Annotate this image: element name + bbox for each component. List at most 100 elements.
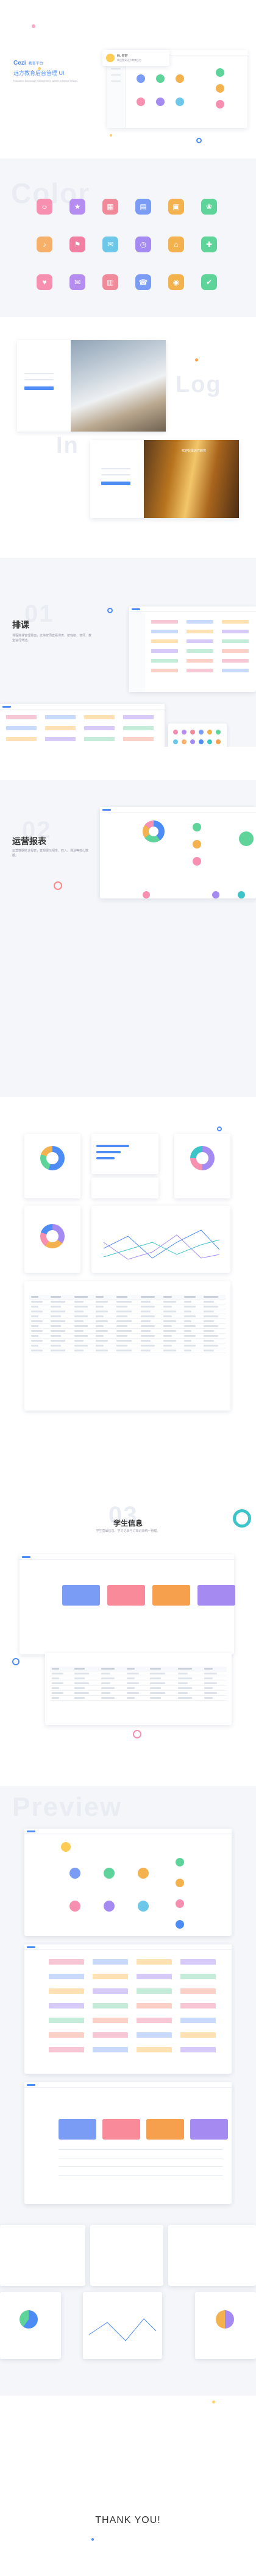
schedule-slot[interactable] xyxy=(93,2003,128,2008)
table-row[interactable] xyxy=(29,1333,226,1339)
schedule-slot[interactable] xyxy=(187,620,213,624)
table-row[interactable] xyxy=(29,1314,226,1319)
color-swatch[interactable] xyxy=(216,730,221,735)
schedule-slot[interactable] xyxy=(93,1959,128,1965)
table-row[interactable] xyxy=(29,1309,226,1314)
table-row[interactable] xyxy=(29,1318,226,1324)
schedule-slot[interactable] xyxy=(151,639,178,643)
schedule-slot[interactable] xyxy=(151,669,178,672)
schedule-slot[interactable] xyxy=(45,715,76,719)
color-swatch[interactable] xyxy=(182,730,187,735)
schedule-slot[interactable] xyxy=(49,1988,84,1994)
color-swatch[interactable] xyxy=(190,739,195,744)
table-row[interactable] xyxy=(50,1681,227,1686)
report-desc: 运营数据统计报表，直观展示招生、收入、课消等核心数据。 xyxy=(12,849,89,858)
schedule-slot[interactable] xyxy=(180,2018,216,2023)
schedule-slot[interactable] xyxy=(123,715,154,719)
schedule-slot[interactable] xyxy=(137,2003,172,2008)
schedule-slot[interactable] xyxy=(180,1959,216,1965)
table-row[interactable] xyxy=(29,1348,226,1353)
schedule-slot[interactable] xyxy=(180,1988,216,1994)
table-row[interactable] xyxy=(29,1328,226,1334)
schedule-slot[interactable] xyxy=(151,620,178,624)
schedule-slot[interactable] xyxy=(187,630,213,633)
preview-thumb-1 xyxy=(0,2225,85,2286)
schedule-slot[interactable] xyxy=(187,639,213,643)
preview-thumb-5 xyxy=(83,2292,162,2359)
schedule-title: 排课 xyxy=(12,620,29,630)
book-icon: ▤ xyxy=(135,199,151,215)
table-row[interactable] xyxy=(50,1695,227,1701)
schedule-window-2 xyxy=(0,704,165,747)
schedule-slot[interactable] xyxy=(151,649,178,653)
schedule-slot[interactable] xyxy=(180,1974,216,1979)
table-row[interactable] xyxy=(29,1323,226,1329)
schedule-slot[interactable] xyxy=(6,726,37,730)
schedule-slot[interactable] xyxy=(84,726,115,730)
color-swatch[interactable] xyxy=(182,739,187,744)
schedule-slot[interactable] xyxy=(49,2032,84,2038)
schedule-slot[interactable] xyxy=(84,715,115,719)
schedule-slot[interactable] xyxy=(49,1974,84,1979)
table-row[interactable] xyxy=(50,1676,227,1681)
table-row[interactable] xyxy=(50,1667,227,1671)
schedule-slot[interactable] xyxy=(123,737,154,741)
schedule-slot[interactable] xyxy=(93,2047,128,2052)
schedule-slot[interactable] xyxy=(49,2003,84,2008)
schedule-slot[interactable] xyxy=(222,649,249,653)
table-row[interactable] xyxy=(29,1295,226,1300)
schedule-slot[interactable] xyxy=(180,2032,216,2038)
table-row[interactable] xyxy=(50,1690,227,1696)
schedule-slot[interactable] xyxy=(151,659,178,663)
schedule-slot[interactable] xyxy=(222,659,249,663)
schedule-slot[interactable] xyxy=(137,2047,172,2052)
schedule-slot[interactable] xyxy=(45,726,76,730)
color-swatch[interactable] xyxy=(199,730,204,735)
schedule-slot[interactable] xyxy=(93,2032,128,2038)
schedule-slot[interactable] xyxy=(93,2018,128,2023)
schedule-slot[interactable] xyxy=(187,649,213,653)
schedule-slot[interactable] xyxy=(137,1974,172,1979)
schedule-slot[interactable] xyxy=(93,1988,128,1994)
table-row[interactable] xyxy=(50,1685,227,1691)
schedule-slot[interactable] xyxy=(137,1988,172,1994)
schedule-slot[interactable] xyxy=(84,737,115,741)
table-row[interactable] xyxy=(29,1304,226,1309)
schedule-slot[interactable] xyxy=(137,2018,172,2023)
schedule-slot[interactable] xyxy=(137,1959,172,1965)
schedule-slot[interactable] xyxy=(6,737,37,741)
schedule-slot[interactable] xyxy=(222,630,249,633)
table-row[interactable] xyxy=(29,1338,226,1343)
color-swatch[interactable] xyxy=(207,730,212,735)
schedule-slot[interactable] xyxy=(6,715,37,719)
color-swatch[interactable] xyxy=(207,739,212,744)
brand-sub: 教育平台 xyxy=(28,62,43,66)
schedule-slot[interactable] xyxy=(187,659,213,663)
schedule-slot[interactable] xyxy=(222,669,249,672)
color-swatch[interactable] xyxy=(199,739,204,744)
schedule-slot[interactable] xyxy=(180,2003,216,2008)
table-row[interactable] xyxy=(50,1671,227,1676)
schedule-slot[interactable] xyxy=(180,2047,216,2052)
schedule-slot[interactable] xyxy=(222,639,249,643)
color-swatch[interactable] xyxy=(190,730,195,735)
schedule-slot[interactable] xyxy=(49,2018,84,2023)
schedule-slot[interactable] xyxy=(45,737,76,741)
color-swatch[interactable] xyxy=(173,730,178,735)
schedule-slot[interactable] xyxy=(222,620,249,624)
color-swatch[interactable] xyxy=(173,739,178,744)
table-row[interactable] xyxy=(29,1299,226,1304)
schedule-slot[interactable] xyxy=(93,1974,128,1979)
camera-icon: ◉ xyxy=(168,274,184,290)
schedule-slot[interactable] xyxy=(187,669,213,672)
table-row[interactable] xyxy=(29,1343,226,1348)
schedule-slot[interactable] xyxy=(151,630,178,633)
schedule-slot[interactable] xyxy=(123,726,154,730)
login-window-1 xyxy=(17,340,166,432)
color-swatch[interactable] xyxy=(216,739,221,744)
schedule-slot[interactable] xyxy=(137,2032,172,2038)
hero-title: 远方教育后台管理 UI xyxy=(13,70,65,76)
schedule-slot[interactable] xyxy=(49,1959,84,1965)
schedule-slot[interactable] xyxy=(49,2047,84,2052)
